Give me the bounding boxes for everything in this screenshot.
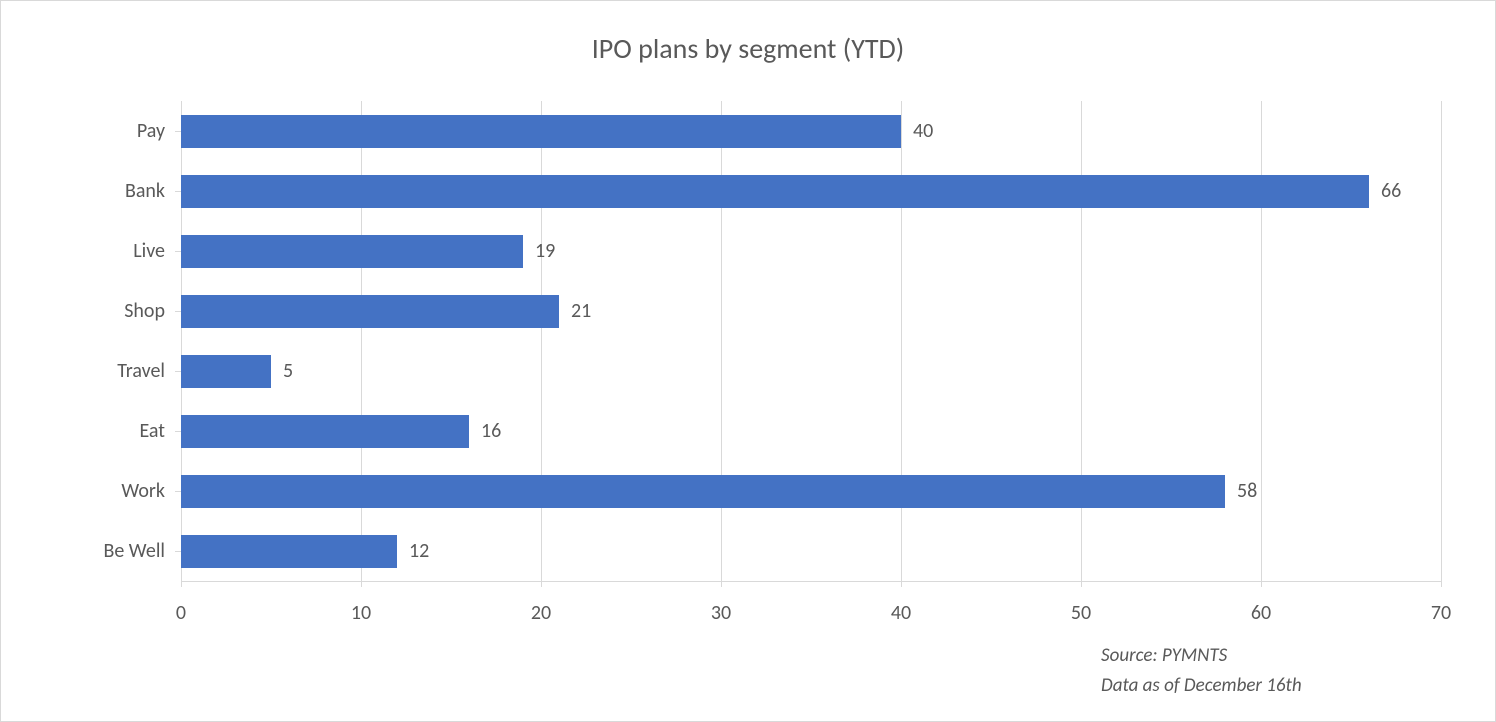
- bar-value-label: 40: [913, 119, 933, 143]
- y-tick: [175, 251, 181, 252]
- x-axis-label: 20: [531, 601, 551, 625]
- x-axis-label: 10: [351, 601, 371, 625]
- bar: [181, 475, 1225, 508]
- gridline: [1081, 101, 1082, 581]
- gridline: [361, 101, 362, 581]
- bar-row: 40: [181, 115, 933, 148]
- source-line-1: Source: PYMNTS: [1101, 641, 1302, 671]
- source-line-2: Data as of December 16th: [1101, 671, 1302, 701]
- source-text: Source: PYMNTS Data as of December 16th: [1101, 641, 1302, 701]
- x-axis-label: 50: [1071, 601, 1091, 625]
- y-tick: [175, 431, 181, 432]
- bar-row: 66: [181, 175, 1401, 208]
- category-label: Pay: [137, 119, 165, 143]
- gridline: [1441, 101, 1442, 581]
- gridline: [901, 101, 902, 581]
- bar-value-label: 19: [535, 239, 555, 263]
- gridline: [181, 101, 182, 581]
- bar: [181, 175, 1369, 208]
- bar-value-label: 58: [1237, 479, 1257, 503]
- x-axis-label: 0: [176, 601, 186, 625]
- category-label: Shop: [124, 299, 165, 323]
- gridline: [541, 101, 542, 581]
- chart-title: IPO plans by segment (YTD): [1, 31, 1495, 66]
- bar-row: 16: [181, 415, 501, 448]
- y-tick: [175, 191, 181, 192]
- bar-value-label: 5: [283, 359, 293, 383]
- y-tick: [175, 551, 181, 552]
- bar: [181, 295, 559, 328]
- x-axis-label: 60: [1251, 601, 1271, 625]
- category-label: Eat: [139, 419, 165, 443]
- category-label: Live: [133, 239, 165, 263]
- y-tick: [175, 491, 181, 492]
- bar-value-label: 66: [1381, 179, 1401, 203]
- y-tick: [175, 371, 181, 372]
- x-tick: [1441, 581, 1442, 587]
- bar-row: 19: [181, 235, 555, 268]
- category-label: Work: [121, 479, 165, 503]
- bar: [181, 415, 469, 448]
- bar: [181, 235, 523, 268]
- x-axis-label: 30: [711, 601, 731, 625]
- bar-row: 58: [181, 475, 1257, 508]
- bar-row: 12: [181, 535, 429, 568]
- x-axis-label: 40: [891, 601, 911, 625]
- x-axis-label: 70: [1431, 601, 1451, 625]
- bar-row: 5: [181, 355, 293, 388]
- category-label: Bank: [125, 179, 165, 203]
- bar-value-label: 12: [409, 539, 429, 563]
- y-tick: [175, 311, 181, 312]
- bar-row: 21: [181, 295, 591, 328]
- bar-value-label: 21: [571, 299, 591, 323]
- bar: [181, 355, 271, 388]
- y-tick: [175, 131, 181, 132]
- bar: [181, 535, 397, 568]
- bar: [181, 115, 901, 148]
- gridline: [1261, 101, 1262, 581]
- chart-container: IPO plans by segment (YTD) 40 66 19 21 5 16 58…: [0, 0, 1496, 722]
- x-axis-line: [181, 581, 1441, 582]
- bar-value-label: 16: [481, 419, 501, 443]
- gridline: [721, 101, 722, 581]
- category-label: Travel: [117, 359, 165, 383]
- bars-area: 40 66 19 21 5 16 58 12: [181, 101, 1441, 581]
- category-label: Be Well: [103, 539, 165, 563]
